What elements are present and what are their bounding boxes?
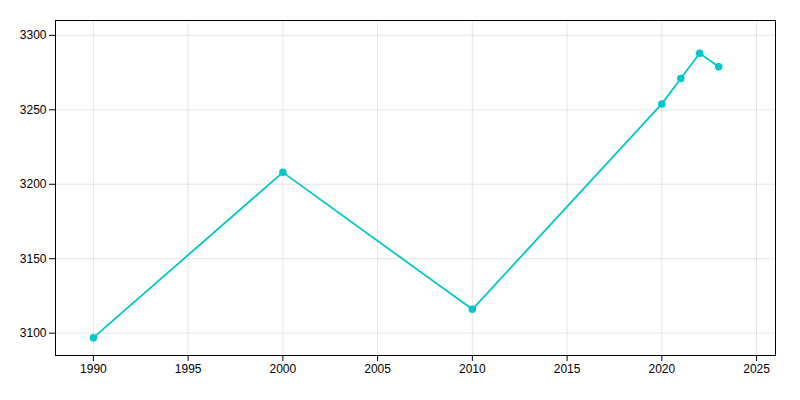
svg-text:3150: 3150 (20, 252, 47, 266)
svg-text:1995: 1995 (175, 362, 202, 376)
svg-text:3250: 3250 (20, 103, 47, 117)
svg-text:3100: 3100 (20, 326, 47, 340)
svg-text:3200: 3200 (20, 177, 47, 191)
svg-text:2015: 2015 (554, 362, 581, 376)
svg-text:2025: 2025 (743, 362, 770, 376)
svg-text:2005: 2005 (364, 362, 391, 376)
svg-text:2010: 2010 (459, 362, 486, 376)
svg-text:2000: 2000 (270, 362, 297, 376)
svg-text:3300: 3300 (20, 28, 47, 42)
svg-text:2020: 2020 (648, 362, 675, 376)
svg-text:1990: 1990 (80, 362, 107, 376)
